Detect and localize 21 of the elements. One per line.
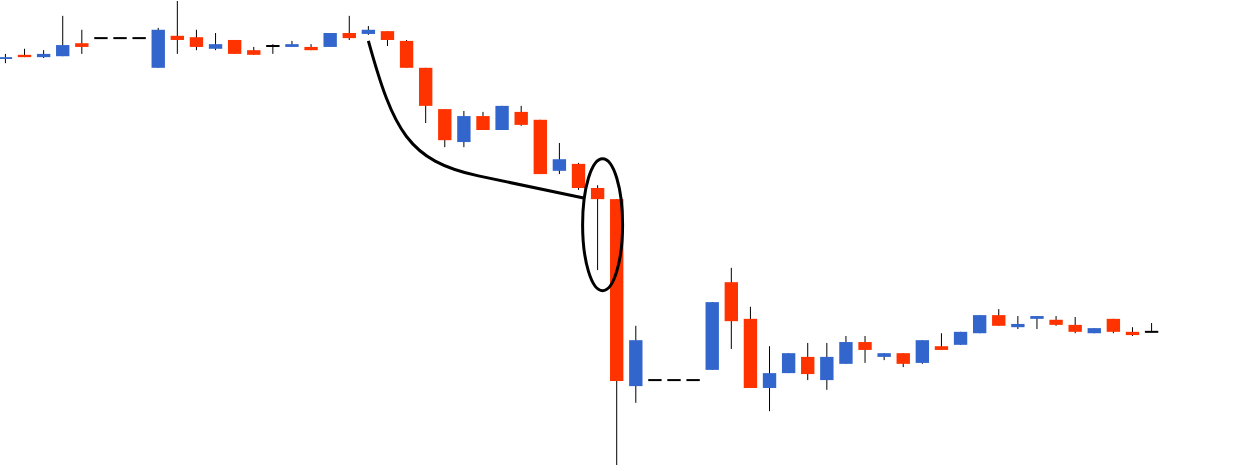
candlestick [75,29,89,55]
candlestick [552,142,567,175]
candlestick [858,335,872,364]
candlestick [839,335,853,365]
candlestick [915,339,930,365]
candlestick [476,111,490,131]
candlestick [1049,315,1063,327]
candlestick [170,0,185,55]
candlestick [56,15,70,57]
candlestick [189,29,204,51]
candlestick [266,43,280,55]
candlestick [514,105,528,127]
candlestick [285,40,299,48]
candlestick [1011,315,1025,330]
candlestick [342,15,356,41]
candlestick [304,43,318,51]
candlestick [762,345,777,412]
candlestick [820,342,834,391]
candlestick [590,184,605,271]
candlestick [801,342,815,381]
candlestick [1030,315,1044,330]
